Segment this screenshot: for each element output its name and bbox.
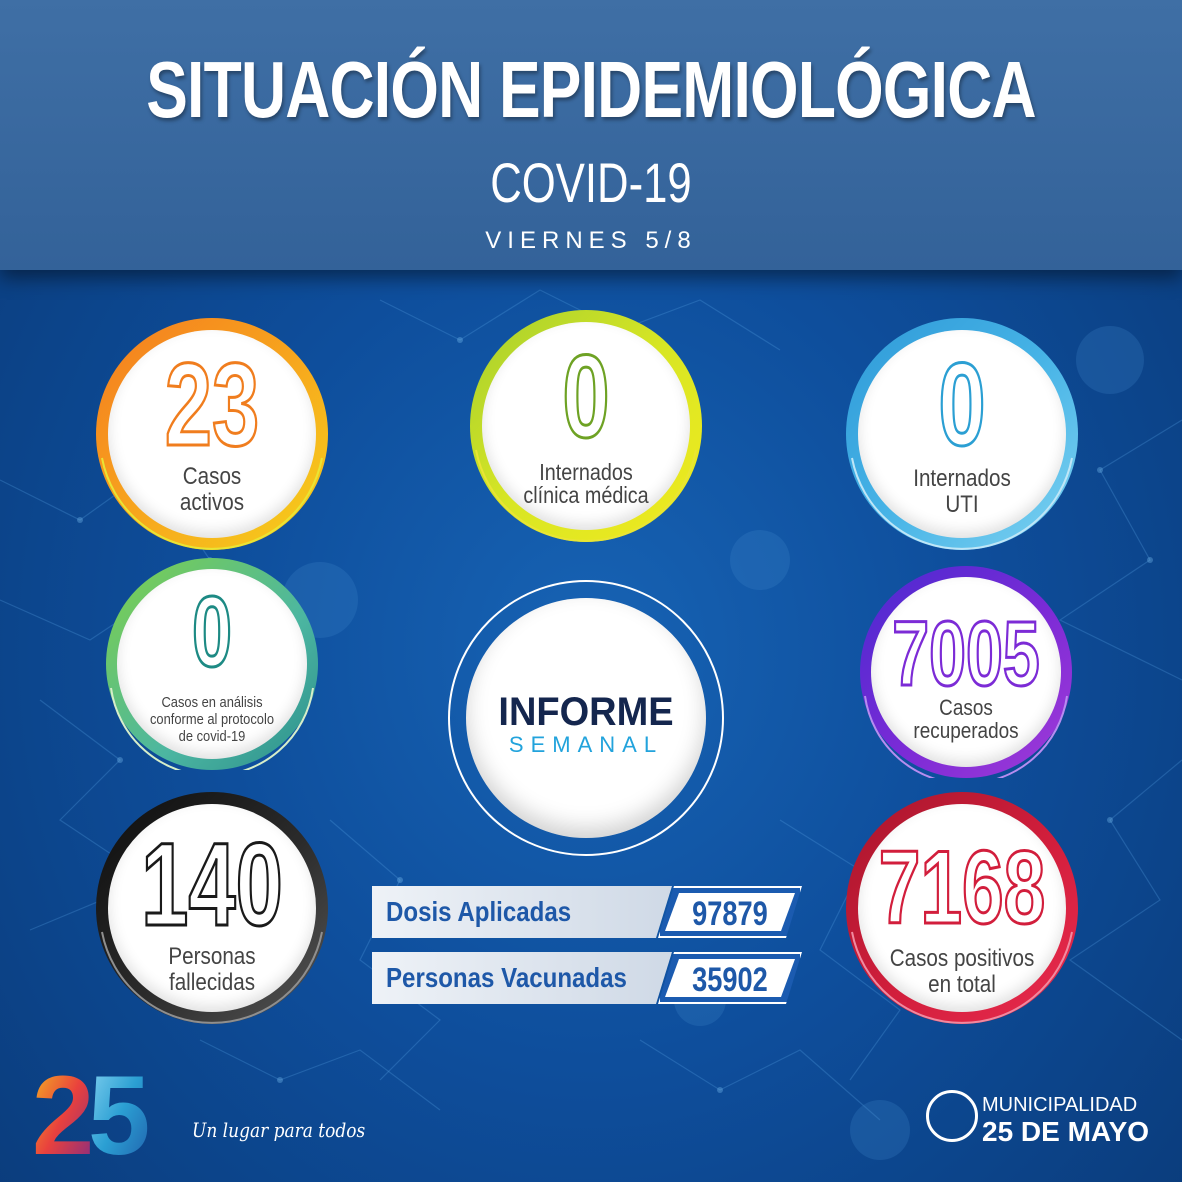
stat-label-line2: en total <box>928 971 996 998</box>
dosis-aplicadas-row: Dosis Aplicadas 97879 <box>372 886 802 938</box>
logo-25-icon: 2 5 <box>32 1053 150 1165</box>
slogan: Un lugar para todos <box>192 1118 366 1142</box>
stat-value: 7168 <box>878 830 1047 946</box>
stat-value: 0 <box>561 331 610 463</box>
stat-value: 7005 <box>891 603 1041 705</box>
stat-value: 0 <box>191 576 233 688</box>
informe-title: INFORME <box>498 690 674 734</box>
muni-line1: MUNICIPALIDAD <box>982 1094 1138 1116</box>
stat-personas-fallecidas: 140 Personas fallecidas <box>96 792 328 1024</box>
stat-label-line1: Internados <box>913 465 1011 492</box>
stat-label-line2: recuperados <box>913 718 1019 743</box>
stat-casos-activos: 23 Casos activos <box>96 318 328 550</box>
vacunadas-label: Personas Vacunadas <box>386 962 627 993</box>
municipalidad-logo: MUNICIPALIDAD 25 DE MAYO <box>920 1088 1170 1158</box>
stat-label-line1: Casos <box>939 695 993 720</box>
stat-label-line1: Internados <box>539 459 633 485</box>
logo-digit-2: 2 <box>32 1053 94 1165</box>
page-subtitle: COVID-19 <box>490 151 692 214</box>
stat-label-line1: Casos en análisis <box>161 694 263 711</box>
stat-label-line1: Casos positivos <box>889 945 1035 972</box>
stat-label-line2: UTI <box>945 491 979 518</box>
dosis-label: Dosis Aplicadas <box>386 896 572 927</box>
stat-value: 140 <box>140 819 284 951</box>
stat-casos-recuperados: 7005 Casos recuperados <box>860 566 1072 778</box>
dosis-value: 97879 <box>692 895 768 933</box>
stat-label-line2: fallecidas <box>168 969 256 996</box>
stat-label-line1: Casos <box>182 463 242 490</box>
informe-semanal-badge: INFORME SEMANAL <box>448 580 724 856</box>
informe-subtitle: SEMANAL <box>508 732 664 757</box>
stat-label-line3: de covid-19 <box>178 728 246 745</box>
muni-line2: 25 DE MAYO <box>982 1116 1150 1147</box>
stat-casos-positivos: 7168 Casos positivos en total <box>846 792 1078 1024</box>
logo-digit-5: 5 <box>88 1053 150 1165</box>
stat-label-line2: clínica médica <box>523 482 649 508</box>
stat-internados-clinica: 0 Internados clínica médica <box>470 310 702 542</box>
header-banner: SITUACIÓN EPIDEMIOLÓGICA COVID-19 VIERNE… <box>0 0 1182 270</box>
stat-label-line2: conforme al protocolo <box>149 711 275 728</box>
municipal-seal-icon <box>926 1090 978 1142</box>
vacunadas-value: 35902 <box>692 961 768 999</box>
stat-label-line1: Personas <box>168 943 256 970</box>
stat-casos-analisis: 0 Casos en análisis conforme al protocol… <box>106 558 318 770</box>
personas-vacunadas-row: Personas Vacunadas 35902 <box>372 952 802 1004</box>
page-title: SITUACIÓN EPIDEMIOLÓGICA <box>146 45 1036 134</box>
stat-label-line2: activos <box>179 489 245 516</box>
stat-value: 0 <box>937 339 986 471</box>
stat-value: 23 <box>164 339 261 471</box>
report-date: VIERNES 5/8 <box>485 227 697 254</box>
stat-internados-uti: 0 Internados UTI <box>846 318 1078 550</box>
